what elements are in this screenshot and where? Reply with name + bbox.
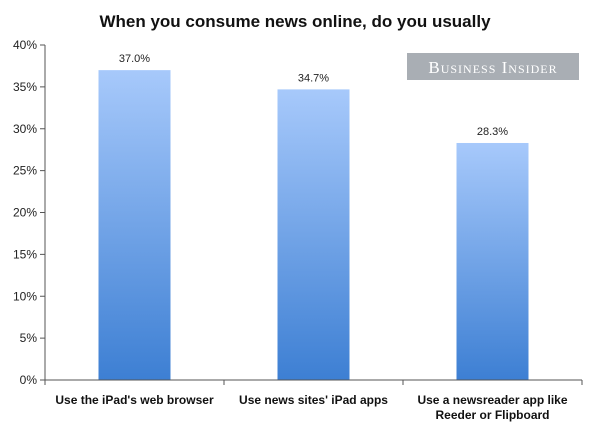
bar: [456, 142, 529, 380]
y-tick-label: 30%: [13, 122, 37, 136]
data-label: 28.3%: [477, 126, 508, 138]
x-category-label: Use news sites' iPad apps: [239, 393, 388, 407]
bars: 37.0% 34.7% 28.3%: [98, 53, 529, 380]
y-tick-label: 40%: [13, 38, 37, 52]
bar: [98, 70, 171, 380]
x-category-label: Use the iPad's web browser: [55, 393, 214, 407]
chart-title: When you consume news online, do you usu…: [99, 12, 491, 31]
x-axis: Use the iPad's web browser Use news sites…: [44, 379, 583, 422]
watermark: Business Insider: [407, 53, 579, 80]
y-tick-label: 25%: [13, 164, 37, 178]
watermark-text: Business Insider: [428, 58, 557, 77]
y-axis: 0% 5% 10% 15% 20% 25% 30% 35% 40%: [13, 38, 46, 387]
y-tick-label: 20%: [13, 206, 37, 220]
y-tick-label: 35%: [13, 80, 37, 94]
data-label: 37.0%: [119, 53, 150, 65]
bar: [277, 89, 350, 380]
y-tick-label: 15%: [13, 247, 37, 261]
y-tick-label: 0%: [20, 373, 38, 387]
data-label: 34.7%: [298, 72, 329, 84]
x-category-label: Use a newsreader app like Reeder or Flipb…: [417, 393, 567, 422]
y-tick-label: 5%: [20, 331, 38, 345]
y-tick-label: 10%: [13, 289, 37, 303]
